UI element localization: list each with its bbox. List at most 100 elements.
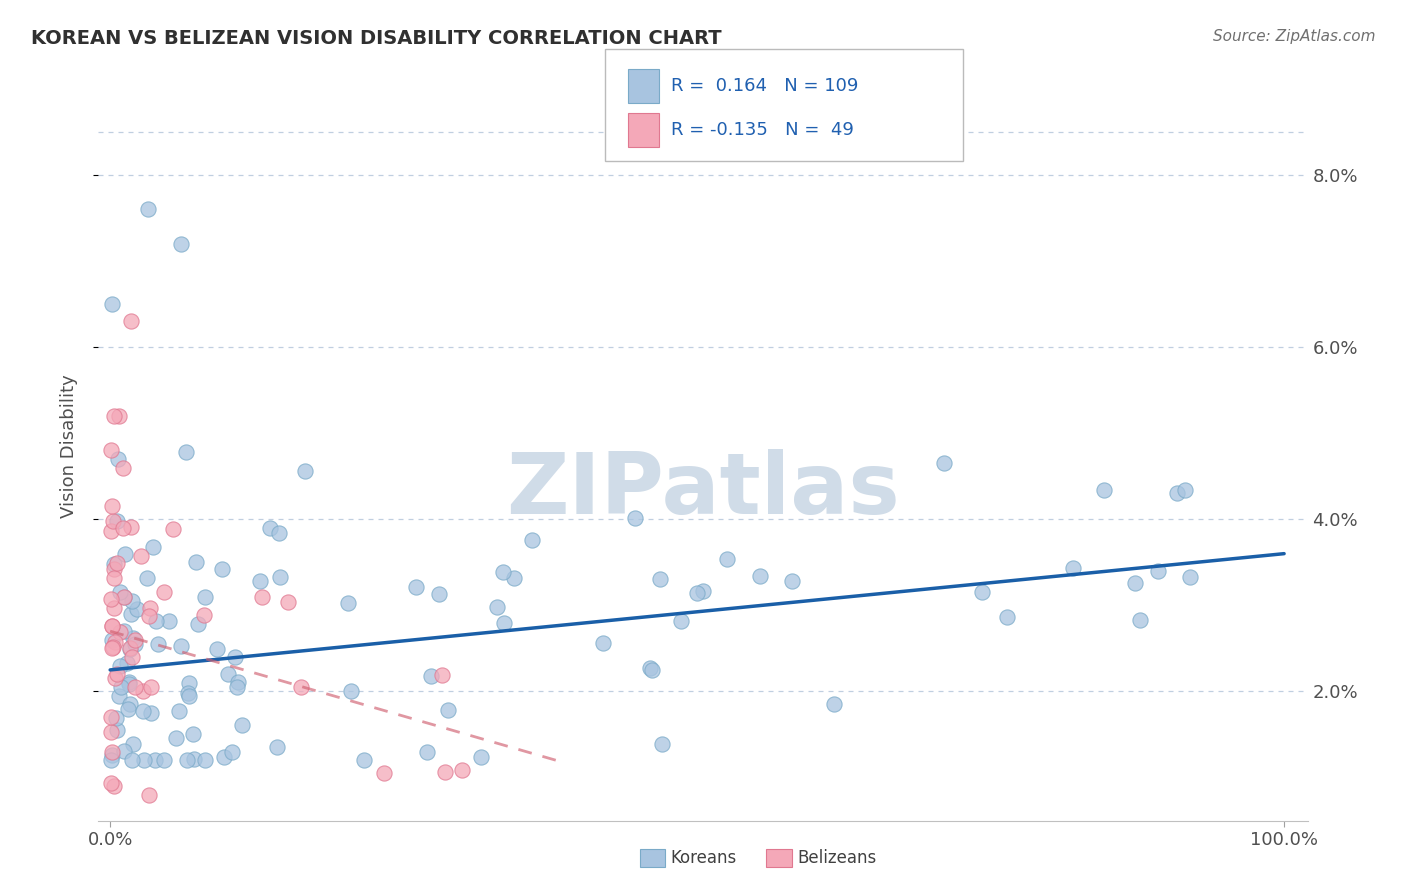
Point <box>995 610 1018 624</box>
Point <box>118 677 141 691</box>
Point <box>152 753 174 767</box>
Point <box>121 593 143 607</box>
Point <box>492 616 515 631</box>
Point <box>127 601 149 615</box>
Point <box>120 607 142 621</box>
Point <box>748 569 770 583</box>
Point <box>716 552 738 566</box>
Point <box>117 702 139 716</box>
Point <box>101 640 124 655</box>
Text: R =  0.164   N = 109: R = 0.164 N = 109 <box>671 77 858 95</box>
Point <box>167 704 190 718</box>
Point <box>120 314 142 328</box>
Point <box>194 590 217 604</box>
Point <box>101 748 124 763</box>
Point <box>436 703 458 717</box>
Point <box>194 753 217 767</box>
Text: ZIPatlas: ZIPatlas <box>506 450 900 533</box>
Point <box>336 596 359 610</box>
Point <box>103 779 125 793</box>
Point <box>132 753 155 767</box>
Point <box>101 745 124 759</box>
Point <box>101 633 124 648</box>
Point <box>120 520 142 534</box>
Point <box>294 464 316 478</box>
Point <box>100 524 122 538</box>
Point <box>266 739 288 754</box>
Point <box>1129 613 1152 627</box>
Point <box>111 520 134 534</box>
Point <box>520 533 543 547</box>
Point <box>105 514 128 528</box>
Point <box>142 540 165 554</box>
Point <box>120 697 142 711</box>
Point <box>267 526 290 541</box>
Point <box>138 788 160 802</box>
Point <box>231 717 253 731</box>
Point <box>115 657 138 671</box>
Point <box>823 697 845 711</box>
Point <box>112 590 135 604</box>
Point <box>177 675 200 690</box>
Point <box>470 750 492 764</box>
Text: Source: ZipAtlas.com: Source: ZipAtlas.com <box>1212 29 1375 44</box>
Point <box>503 571 526 585</box>
Point <box>103 671 125 685</box>
Point <box>108 659 131 673</box>
Point <box>157 614 180 628</box>
Point <box>100 725 122 739</box>
Point <box>434 764 457 779</box>
Point <box>139 681 162 695</box>
Point <box>177 686 200 700</box>
Point <box>169 639 191 653</box>
Point <box>100 443 122 458</box>
Point <box>290 681 312 695</box>
Point <box>373 766 395 780</box>
Point <box>416 745 439 759</box>
Point <box>121 632 143 646</box>
Point <box>121 753 143 767</box>
Point <box>592 636 614 650</box>
Point <box>934 456 956 470</box>
Point <box>103 409 125 423</box>
Point <box>101 297 124 311</box>
Point <box>671 614 693 628</box>
Point <box>107 409 129 423</box>
Point <box>129 549 152 563</box>
Point <box>105 723 128 737</box>
Point <box>638 661 661 675</box>
Point <box>105 556 128 570</box>
Point <box>139 706 162 721</box>
Point <box>104 635 127 649</box>
Point <box>101 514 124 528</box>
Point <box>108 585 131 599</box>
Point <box>112 744 135 758</box>
Point <box>107 451 129 466</box>
Point <box>405 581 427 595</box>
Point <box>420 669 443 683</box>
Point <box>217 666 239 681</box>
Point <box>485 600 508 615</box>
Point <box>138 608 160 623</box>
Point <box>114 548 136 562</box>
Point <box>165 731 187 745</box>
Point <box>211 562 233 576</box>
Point <box>186 555 208 569</box>
Point <box>131 704 153 718</box>
Point <box>108 625 131 640</box>
Point <box>105 711 128 725</box>
Point <box>228 675 250 690</box>
Point <box>1062 561 1084 575</box>
Point <box>1166 485 1188 500</box>
Point <box>100 710 122 724</box>
Point <box>118 675 141 690</box>
Point <box>145 614 167 628</box>
Point <box>269 570 291 584</box>
Point <box>103 558 125 572</box>
Point <box>187 617 209 632</box>
Point <box>205 642 228 657</box>
Point <box>131 684 153 698</box>
Point <box>176 753 198 767</box>
Point <box>105 666 128 681</box>
Point <box>353 753 375 767</box>
